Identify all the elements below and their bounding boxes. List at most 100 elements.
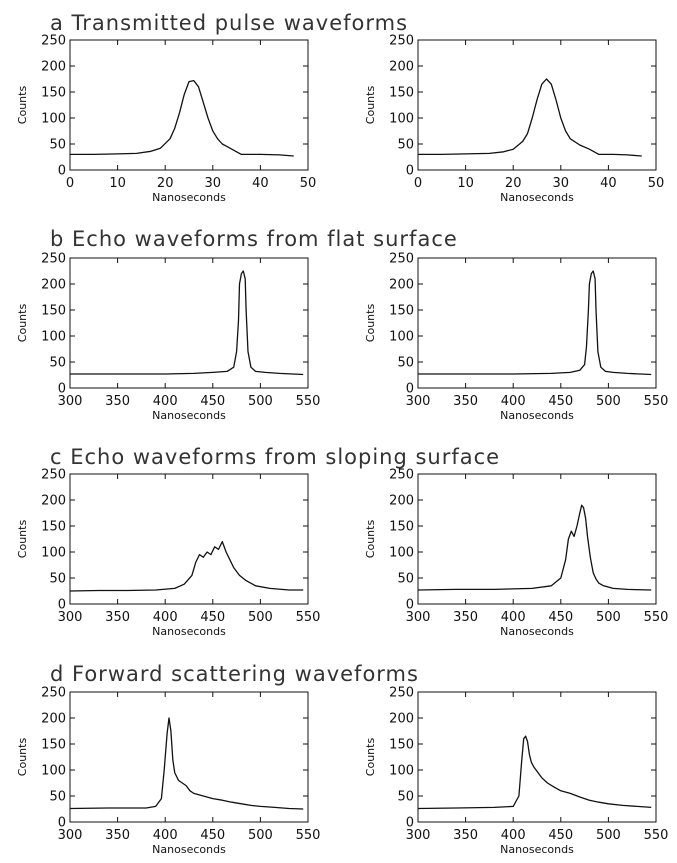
chart-c-right-xtick-label-2: 400	[501, 610, 526, 625]
chart-d-right-xtick-label-5: 550	[644, 828, 669, 843]
chart-b-left-ytick-label-5: 250	[41, 252, 66, 267]
chart-a-left-ylabel: Counts	[16, 86, 29, 125]
chart-c-left-ytick-label-0: 0	[58, 598, 66, 613]
chart-a-left-series-0-line	[70, 79, 294, 157]
chart-b-right-xlabel: Nanoseconds	[500, 409, 574, 422]
chart-c-right-ylabel: Counts	[364, 520, 377, 559]
chart-b-right-ytick-label-4: 200	[389, 278, 414, 293]
chart-a-left-ytick-label-5: 250	[41, 34, 66, 49]
chart-a-left: 0 10 20 30 40 50 0 50 100 150 200 250 Nanoseconds Cou…	[16, 34, 316, 205]
chart-c-left-xtick-label-2: 400	[153, 610, 178, 625]
chart-b-right-xtick-label-1: 350	[453, 394, 478, 409]
chart-c-left-xtick-label-5: 550	[296, 610, 321, 625]
chart-c-right-ytick-label-2: 100	[389, 546, 414, 561]
chart-b-left-xtick-label-2: 400	[153, 394, 178, 409]
chart-c-right-ytick-label-0: 0	[406, 598, 414, 613]
chart-b-right-ytick-label-2: 100	[389, 330, 414, 345]
chart-b-right: 300 350 400 450 500 550 0 50 100 150 200 250 Nanosec…	[364, 252, 668, 423]
chart-d-right-frame	[417, 691, 657, 823]
chart-a-right-ylabel: Counts	[364, 86, 377, 125]
section-title-c: c Echo waveforms from sloping surface	[50, 445, 500, 469]
chart-b-right-frame	[417, 257, 657, 389]
chart-panels: 0 10 20 30 40 50050100150200250NanosecondsCou…	[16, 34, 668, 857]
chart-b-left-xlabel: Nanoseconds	[152, 409, 226, 422]
chart-d-left-ytick-label-1: 50	[49, 790, 66, 805]
chart-d-left-series-0-line	[69, 717, 304, 810]
chart-b-right-xtick-label-3: 450	[548, 394, 573, 409]
chart-b-left-xtick-label-3: 450	[200, 394, 225, 409]
chart-c-left-ytick-label-1: 50	[49, 572, 66, 587]
chart-c-left-xtick-label-4: 500	[248, 610, 273, 625]
chart-d-left-xtick-label-4: 500	[248, 828, 273, 843]
chart-c-right-xlabel: Nanoseconds	[500, 625, 574, 638]
chart-c-left-xtick-label-1: 350	[105, 610, 130, 625]
chart-b-left-xtick-label-1: 350	[105, 394, 130, 409]
chart-a-left-xtick-label-3: 30	[205, 176, 222, 191]
chart-d-left-xtick-label-1: 350	[105, 828, 130, 843]
chart-a-right-ytick-label-2: 100	[389, 112, 414, 127]
chart-c-right-xtick-label-0: 300	[406, 610, 431, 625]
chart-b-right-xtick-label-2: 400	[501, 394, 526, 409]
chart-c-left-ytick-label-2: 100	[41, 546, 66, 561]
chart-d-right-xlabel: Nanoseconds	[500, 843, 574, 856]
chart-d-right-ytick-label-3: 150	[389, 738, 414, 753]
chart-d-right-xtick-label-1: 350	[453, 828, 478, 843]
chart-b-right-xtick-label-4: 500	[596, 394, 621, 409]
chart-b-left-frame	[69, 257, 309, 389]
chart-b-left-series-0-line	[70, 270, 304, 376]
chart-d-right-ytick-label-4: 200	[389, 712, 414, 727]
chart-c-left-xlabel: Nanoseconds	[152, 625, 226, 638]
chart-a-left-ytick-label-4: 200	[41, 60, 66, 75]
chart-c-right-ytick-label-4: 200	[389, 494, 414, 509]
chart-b-left-ytick-label-1: 50	[49, 356, 66, 371]
chart-a-right-ytick-label-4: 200	[389, 60, 414, 75]
chart-d-right-xtick-label-0: 300	[406, 828, 431, 843]
chart-b-left-xtick-label-0: 300	[58, 394, 83, 409]
chart-a-right-ytick-label-5: 250	[389, 34, 414, 49]
chart-a-left-frame	[69, 39, 309, 171]
chart-d-left-ytick-label-0: 0	[58, 816, 66, 831]
chart-a-left-ytick-label-2: 100	[41, 112, 66, 127]
section-title-a: a Transmitted pulse waveforms	[50, 11, 408, 35]
chart-d-left-xtick-label-0: 300	[58, 828, 83, 843]
chart-a-left-xtick-label-2: 20	[157, 176, 174, 191]
chart-a-left-ytick-label-0: 0	[58, 164, 66, 179]
chart-b-left-xtick-label-5: 550	[296, 394, 321, 409]
chart-c-left-frame	[69, 473, 309, 605]
chart-b-right-ytick-label-1: 50	[397, 356, 414, 371]
chart-c-right-ytick-label-1: 50	[397, 572, 414, 587]
chart-d-right-xtick-label-3: 450	[548, 828, 573, 843]
chart-b-left-ytick-label-4: 200	[41, 278, 66, 293]
chart-a-right-xtick-label-1: 10	[457, 176, 474, 191]
chart-a-left-ytick-label-3: 150	[41, 86, 66, 101]
chart-b-right-xtick-label-0: 300	[406, 394, 431, 409]
chart-c-right-ytick-label-5: 250	[389, 468, 414, 483]
chart-a-right-frame	[417, 39, 657, 171]
chart-a-left-xtick-label-5: 50	[300, 176, 317, 191]
chart-b-left-ytick-label-2: 100	[41, 330, 66, 345]
chart-d-left-frame	[69, 691, 309, 823]
chart-d-left-xlabel: Nanoseconds	[152, 843, 226, 856]
chart-c-left: 300 350 400 450 500 550 0 50 100 150 200 250 Nanosec…	[16, 468, 320, 639]
chart-c-left-ytick-label-4: 200	[41, 494, 66, 509]
chart-d-right-ytick-label-1: 50	[397, 790, 414, 805]
chart-a-left-xlabel: Nanoseconds	[152, 191, 226, 204]
chart-b-right-series-0-line	[418, 270, 652, 376]
chart-d-left: 300 350 400 450 500 550 0 50 100 150 200 250 Nanosec…	[16, 686, 320, 857]
chart-a-right-xtick-label-5: 50	[648, 176, 665, 191]
chart-c-right: 300 350 400 450 500 550 0 50 100 150 200 250 Nanosec…	[364, 468, 668, 639]
chart-a-right-xtick-label-2: 20	[505, 176, 522, 191]
chart-c-left-series-0-line	[69, 540, 304, 592]
chart-d-right-ytick-label-2: 100	[389, 764, 414, 779]
chart-a-right: 0 10 20 30 40 50 0 50 100 150 200 250 Nanoseconds Cou…	[364, 34, 664, 205]
chart-a-right-xtick-label-4: 40	[600, 176, 617, 191]
chart-c-right-ytick-label-3: 150	[389, 520, 414, 535]
chart-b-left-ytick-label-0: 0	[58, 382, 66, 397]
chart-d-right-series-0-line	[417, 735, 652, 810]
chart-a-left-xtick-label-1: 10	[109, 176, 126, 191]
chart-b-right-ytick-label-3: 150	[389, 304, 414, 319]
chart-a-left-ytick-label-1: 50	[49, 138, 66, 153]
chart-c-right-series-0-line	[417, 504, 652, 591]
chart-c-left-xtick-label-0: 300	[58, 610, 83, 625]
chart-d-left-xtick-label-5: 550	[296, 828, 321, 843]
